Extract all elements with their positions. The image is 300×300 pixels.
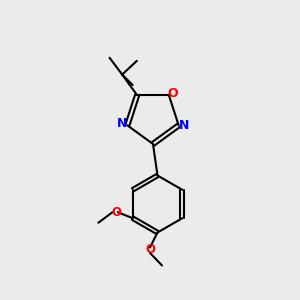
Text: O: O	[145, 242, 155, 256]
Text: O: O	[111, 206, 121, 219]
Text: N: N	[179, 119, 189, 132]
Text: N: N	[117, 117, 127, 130]
Text: O: O	[167, 87, 178, 100]
